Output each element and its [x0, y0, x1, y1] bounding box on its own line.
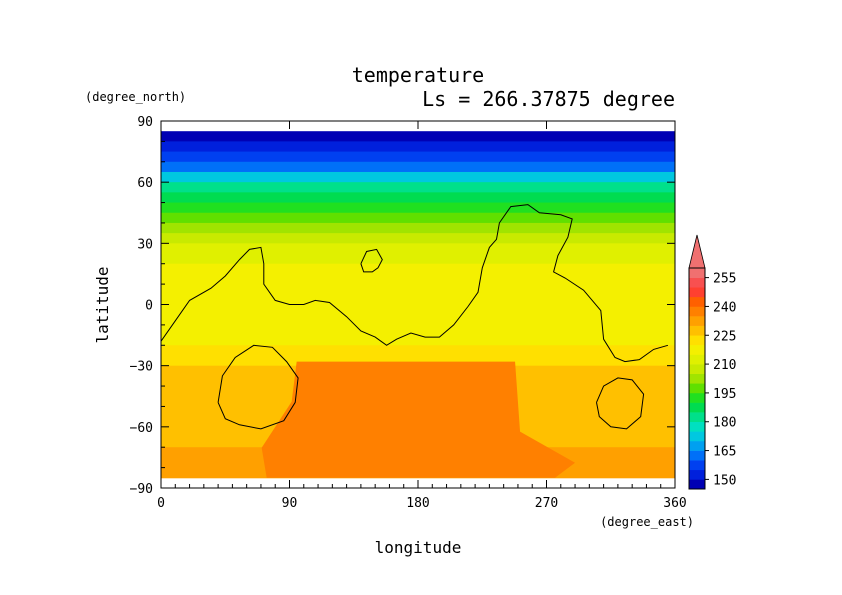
y-tick-label: 30 [137, 237, 153, 252]
temperature-band [161, 182, 675, 193]
colorbar-swatch [689, 450, 705, 461]
colorbar-swatch [689, 344, 705, 355]
y-tick-label: 90 [137, 115, 153, 130]
colorbar-swatch [689, 373, 705, 384]
colorbar-swatch [689, 354, 705, 365]
colorbar-tick-label: 150 [713, 473, 736, 488]
temperature-band [161, 171, 675, 183]
temperature-band [161, 161, 675, 173]
x-units-label: (degree_east) [600, 515, 694, 529]
x-tick-label: 90 [282, 496, 298, 511]
contour-crater-left [217, 344, 299, 430]
y-units-label: (degree_north) [85, 90, 186, 104]
colorbar-swatch [689, 325, 705, 336]
temperature-band [161, 345, 675, 367]
colorbar-swatch [689, 335, 705, 346]
temperature-band [161, 304, 675, 346]
temperature-band [161, 263, 675, 305]
y-tick-label: 60 [137, 176, 153, 191]
colorbar-extend-arrow [688, 234, 706, 269]
contour-crater-right [596, 377, 645, 430]
y-tick-label: −60 [130, 421, 153, 436]
colorbar-swatch [689, 383, 705, 394]
contour-topography [161, 204, 669, 363]
x-tick-label: 360 [663, 496, 686, 511]
y-tick-label: −30 [130, 360, 153, 375]
x-tick-label: 180 [406, 496, 429, 511]
colorbar-frame [688, 267, 706, 490]
temperature-band [161, 222, 675, 234]
colorbar-swatch [689, 316, 705, 326]
colorbar-swatch [689, 306, 705, 317]
temperature-band [161, 131, 675, 142]
colorbar-swatch [689, 431, 705, 442]
temperature-band [161, 141, 675, 153]
colorbar-tick-label: 210 [713, 358, 736, 373]
colorbar-swatch [689, 402, 705, 413]
colorbar-swatch [689, 479, 705, 490]
x-tick-label: 270 [535, 496, 558, 511]
colorbar-tick-label: 240 [713, 300, 736, 315]
colorbar-swatch [689, 364, 705, 374]
colorbar-swatch [689, 421, 705, 432]
contour-small-loop [360, 248, 383, 273]
temperature-band [161, 192, 675, 204]
temperature-band [161, 243, 675, 265]
axes: 0 90 180 270 360 90 60 30 0 −30 −60 −90 [130, 115, 687, 511]
colorbar-swatch [689, 460, 705, 471]
y-axis-label: latitude [93, 266, 112, 343]
colorbar-tick-label: 165 [713, 445, 736, 460]
y-tick-label: −90 [130, 482, 153, 497]
temperature-band [161, 151, 675, 163]
temperature-band [161, 202, 675, 214]
x-axis-label: longitude [375, 538, 462, 557]
temperature-field [161, 131, 675, 479]
chart-title: temperature [352, 63, 484, 87]
contour-lines [161, 204, 669, 430]
y-tick-label: 0 [145, 299, 153, 314]
chart-subtitle: Ls = 266.37875 degree [422, 87, 675, 111]
x-tick-label: 0 [157, 496, 165, 511]
colorbar-swatch [689, 268, 705, 278]
colorbar-swatch [689, 296, 705, 307]
colorbar-tick-label: 225 [713, 329, 736, 344]
colorbar-swatch [689, 287, 705, 298]
colorbar: 150 165 180 195 210 225 240 255 [688, 234, 736, 490]
temperature-band [161, 233, 675, 244]
colorbar-tick-label: 195 [713, 387, 736, 402]
warm-region [261, 361, 576, 478]
temperature-band [161, 212, 675, 224]
colorbar-tick-label: 180 [713, 416, 736, 431]
colorbar-swatch [689, 412, 705, 423]
colorbar-swatch [689, 277, 705, 288]
colorbar-tick-label: 255 [713, 272, 736, 287]
colorbar-swatch [689, 440, 705, 451]
colorbar-swatch [689, 392, 705, 403]
colorbar-swatch [689, 469, 705, 480]
